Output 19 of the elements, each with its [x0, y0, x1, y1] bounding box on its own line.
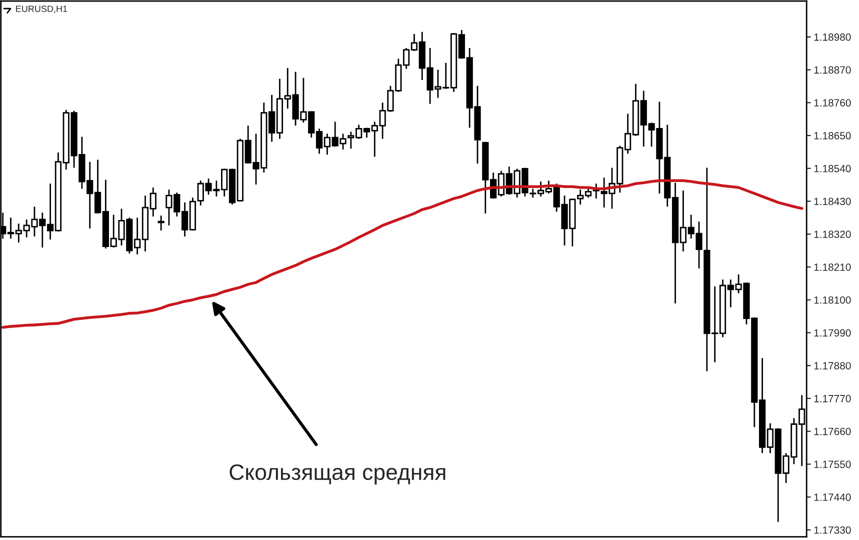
y-tick-label: 1.17330 [814, 526, 851, 534]
annotation: Скользящая средняя [230, 464, 446, 484]
y-tick-label: 1.17660 [814, 428, 851, 436]
y-tick-label: 1.18760 [814, 99, 851, 107]
y-tick-label: 1.18870 [814, 66, 851, 74]
y-tick-label: 1.17880 [814, 362, 851, 370]
y-tick-label: 1.17770 [814, 394, 851, 402]
y-tick-label: 1.18540 [814, 164, 851, 172]
y-tick-label: 1.18100 [814, 296, 851, 304]
y-tick-label: 1.18980 [814, 33, 851, 41]
y-tick-label: 1.17550 [814, 460, 851, 468]
candlestick [158, 214, 164, 232]
y-tick-label: 1.18210 [814, 263, 851, 271]
chart-title: EURUSD,H1 [16, 6, 68, 14]
y-tick-label: 1.18650 [814, 132, 851, 140]
y-tick-label: 1.18320 [814, 230, 851, 238]
y-tick-label: 1.18430 [814, 198, 851, 206]
y-tick-label: 1.17440 [814, 494, 851, 501]
y-tick-label: 1.17990 [814, 329, 851, 337]
